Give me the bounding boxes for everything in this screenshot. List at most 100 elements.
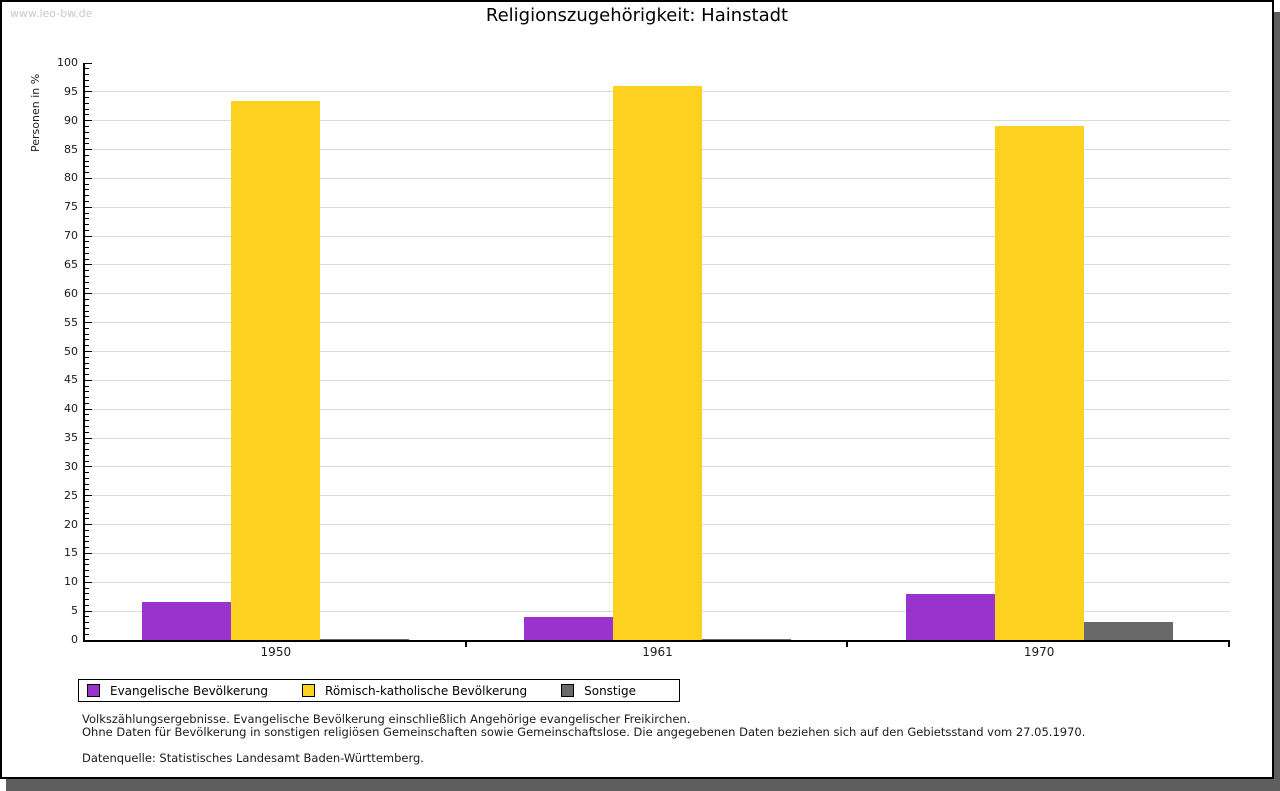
y-major-tick [85, 149, 92, 151]
y-axis-title: Personen in % [29, 73, 42, 152]
y-major-tick [85, 264, 92, 266]
y-tick-label: 90 [64, 113, 78, 127]
y-minor-tick [85, 356, 89, 358]
y-major-tick [85, 437, 92, 439]
y-minor-tick [85, 506, 89, 508]
y-tick-label: 95 [64, 84, 78, 98]
y-minor-tick [85, 137, 89, 139]
y-major-tick [85, 120, 92, 122]
y-minor-tick [85, 483, 89, 485]
y-minor-tick [85, 449, 89, 451]
x-tick-label-1950: 1950 [260, 645, 292, 659]
y-tick-label: 85 [64, 142, 78, 156]
footnotes: Volkszählungsergebnisse. Evangelische Be… [82, 713, 1085, 765]
y-minor-tick [85, 218, 89, 220]
y-minor-tick [85, 460, 89, 462]
bar-1970-series3 [1083, 621, 1173, 640]
y-major-tick [85, 62, 92, 64]
y-minor-tick [85, 512, 89, 514]
y-minor-tick [85, 304, 89, 306]
y-minor-tick [85, 368, 89, 370]
legend-label: Evangelische Bevölkerung [110, 683, 269, 698]
y-minor-tick [85, 477, 89, 479]
y-minor-tick [85, 310, 89, 312]
bar-1970-series1 [905, 594, 995, 640]
y-minor-tick [85, 518, 89, 520]
x-tick-label-1970: 1970 [1023, 645, 1055, 659]
y-minor-tick [85, 547, 89, 549]
y-major-tick [85, 524, 92, 526]
y-major-tick [85, 177, 92, 179]
y-minor-tick [85, 489, 89, 491]
y-minor-tick [85, 247, 89, 249]
y-minor-tick [85, 576, 89, 578]
y-minor-tick [85, 570, 89, 572]
y-major-tick [85, 552, 92, 554]
y-minor-tick [85, 229, 89, 231]
y-tick-label: 45 [64, 373, 78, 387]
y-minor-tick [85, 454, 89, 456]
y-minor-tick [85, 102, 89, 104]
chart-title: Religionszugehörigkeit: Hainstadt [485, 5, 789, 26]
y-minor-tick [85, 604, 89, 606]
bar-1961-series3 [702, 638, 791, 640]
y-minor-tick [85, 333, 89, 335]
legend-label: Römisch-katholische Bevölkerung [325, 683, 528, 698]
y-minor-tick [85, 281, 89, 283]
y-minor-tick [85, 558, 89, 560]
y-tick-label: 70 [64, 229, 78, 243]
y-tick-label: 60 [64, 286, 78, 300]
y-minor-tick [85, 172, 89, 174]
y-major-tick [85, 351, 92, 352]
y-minor-tick [85, 270, 89, 272]
y-tick-label: 30 [64, 459, 78, 473]
y-major-tick [85, 91, 92, 93]
y-minor-tick [85, 472, 89, 474]
bar-1950-series3 [320, 639, 410, 640]
y-major-tick [85, 379, 92, 381]
y-minor-tick [85, 275, 89, 277]
y-major-tick [85, 408, 92, 410]
x-axis-line [83, 640, 1230, 642]
y-tick-label: 55 [64, 315, 78, 329]
y-minor-tick [85, 593, 89, 595]
y-minor-tick [85, 443, 89, 445]
y-minor-tick [85, 143, 89, 145]
y-minor-tick [85, 385, 89, 387]
y-tick-label: 35 [64, 431, 78, 445]
bar-1961-series1 [524, 616, 613, 640]
chart-legend: Evangelische Bevölkerung Römisch-katholis… [78, 679, 680, 702]
y-minor-tick [85, 622, 89, 624]
y-minor-tick [85, 258, 89, 260]
y-minor-tick [85, 362, 89, 364]
y-minor-tick [85, 74, 89, 76]
legend-swatch [302, 684, 316, 697]
y-minor-tick [85, 345, 89, 347]
y-major-tick [85, 610, 92, 612]
y-minor-tick [85, 200, 89, 202]
y-minor-tick [85, 252, 89, 254]
legend-label: Sonstige [584, 683, 636, 698]
y-minor-tick [85, 316, 89, 318]
y-minor-tick [85, 535, 89, 537]
y-tick-label: 15 [64, 546, 78, 560]
y-minor-tick [85, 97, 89, 99]
y-tick-label: 100 [57, 56, 78, 69]
y-minor-tick [85, 627, 89, 629]
legend-swatch [87, 684, 100, 697]
y-minor-tick [85, 195, 89, 197]
y-minor-tick [85, 131, 89, 133]
y-minor-tick [85, 68, 89, 70]
x-tick-label-1961: 1961 [642, 645, 673, 659]
bar-1950-series2 [231, 100, 321, 640]
x-boundary-tick [464, 642, 467, 647]
y-major-tick [85, 235, 92, 237]
y-tick-label: 80 [64, 171, 78, 185]
footnote-source: Datenquelle: Statistisches Landesamt Bad… [82, 751, 424, 765]
y-minor-tick [85, 426, 89, 427]
y-minor-tick [85, 339, 89, 341]
bar-1961-series2 [613, 86, 702, 640]
legend-item: Evangelische Bevölkerung [87, 684, 268, 698]
y-minor-tick [85, 414, 89, 416]
